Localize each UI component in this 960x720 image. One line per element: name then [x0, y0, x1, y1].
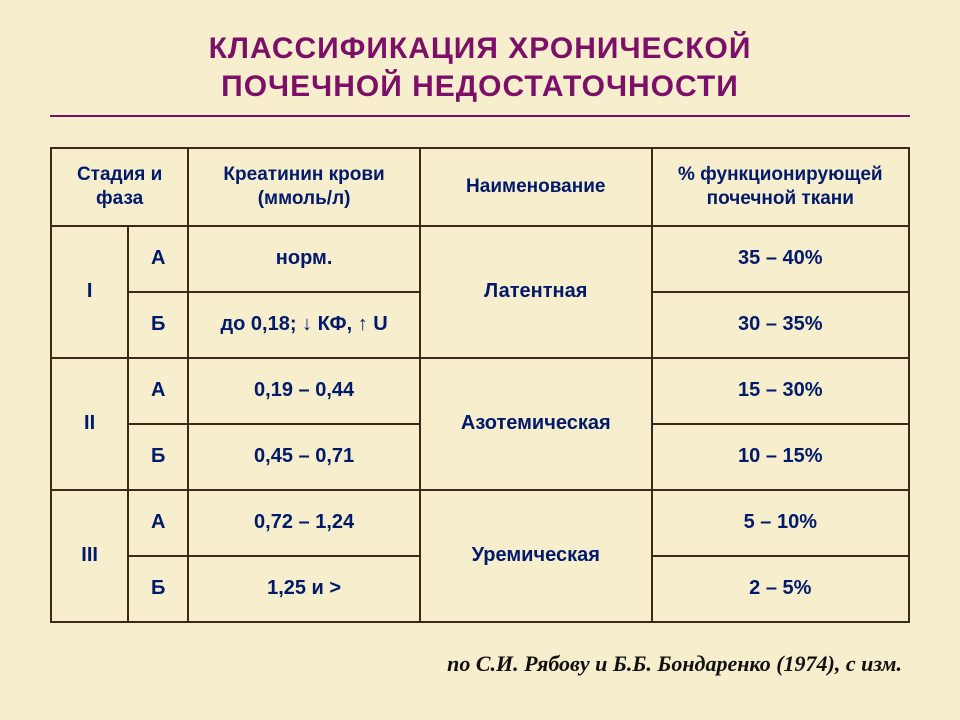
cell-functioning: 2 – 5% — [652, 556, 909, 622]
slide-title: КЛАССИФИКАЦИЯ ХРОНИЧЕСКОЙ ПОЧЕЧНОЙ НЕДОС… — [50, 30, 910, 105]
cell-phase: А — [128, 226, 188, 292]
cell-name: Уремическая — [420, 490, 652, 622]
table-row: II А 0,19 – 0,44 Азотемическая 15 – 30% — [51, 358, 909, 424]
header-stage-phase: Стадия и фаза — [51, 148, 188, 226]
cell-name: Азотемическая — [420, 358, 652, 490]
cell-phase: А — [128, 358, 188, 424]
title-rule — [50, 115, 910, 117]
cell-creatinine: норм. — [188, 226, 420, 292]
cell-creatinine: 0,45 – 0,71 — [188, 424, 420, 490]
cell-functioning: 35 – 40% — [652, 226, 909, 292]
cell-creatinine: 0,72 – 1,24 — [188, 490, 420, 556]
title-line-2: ПОЧЕЧНОЙ НЕДОСТАТОЧНОСТИ — [221, 70, 739, 103]
cell-creatinine: 0,19 – 0,44 — [188, 358, 420, 424]
table-row: III А 0,72 – 1,24 Уремическая 5 – 10% — [51, 490, 909, 556]
slide: КЛАССИФИКАЦИЯ ХРОНИЧЕСКОЙ ПОЧЕЧНОЙ НЕДОС… — [0, 0, 960, 720]
cell-stage: II — [51, 358, 128, 490]
table-header-row: Стадия и фаза Креатинин крови (ммоль/л) … — [51, 148, 909, 226]
table-row: I А норм. Латентная 35 – 40% — [51, 226, 909, 292]
cell-functioning: 15 – 30% — [652, 358, 909, 424]
header-name: Наименование — [420, 148, 652, 226]
cell-creatinine: до 0,18; ↓ КФ, ↑ U — [188, 292, 420, 358]
cell-phase: Б — [128, 424, 188, 490]
cell-stage: III — [51, 490, 128, 622]
cell-name: Латентная — [420, 226, 652, 358]
header-creatinine: Креатинин крови (ммоль/л) — [188, 148, 420, 226]
classification-table: Стадия и фаза Креатинин крови (ммоль/л) … — [50, 147, 910, 623]
title-line-1: КЛАССИФИКАЦИЯ ХРОНИЧЕСКОЙ — [209, 32, 752, 65]
cell-stage: I — [51, 226, 128, 358]
cell-functioning: 10 – 15% — [652, 424, 909, 490]
cell-phase: А — [128, 490, 188, 556]
cell-creatinine: 1,25 и > — [188, 556, 420, 622]
footnote: по С.И. Рябову и Б.Б. Бондаренко (1974),… — [50, 651, 910, 677]
cell-phase: Б — [128, 292, 188, 358]
cell-functioning: 30 – 35% — [652, 292, 909, 358]
cell-phase: Б — [128, 556, 188, 622]
cell-functioning: 5 – 10% — [652, 490, 909, 556]
header-functioning: % функционирующей почечной ткани — [652, 148, 909, 226]
